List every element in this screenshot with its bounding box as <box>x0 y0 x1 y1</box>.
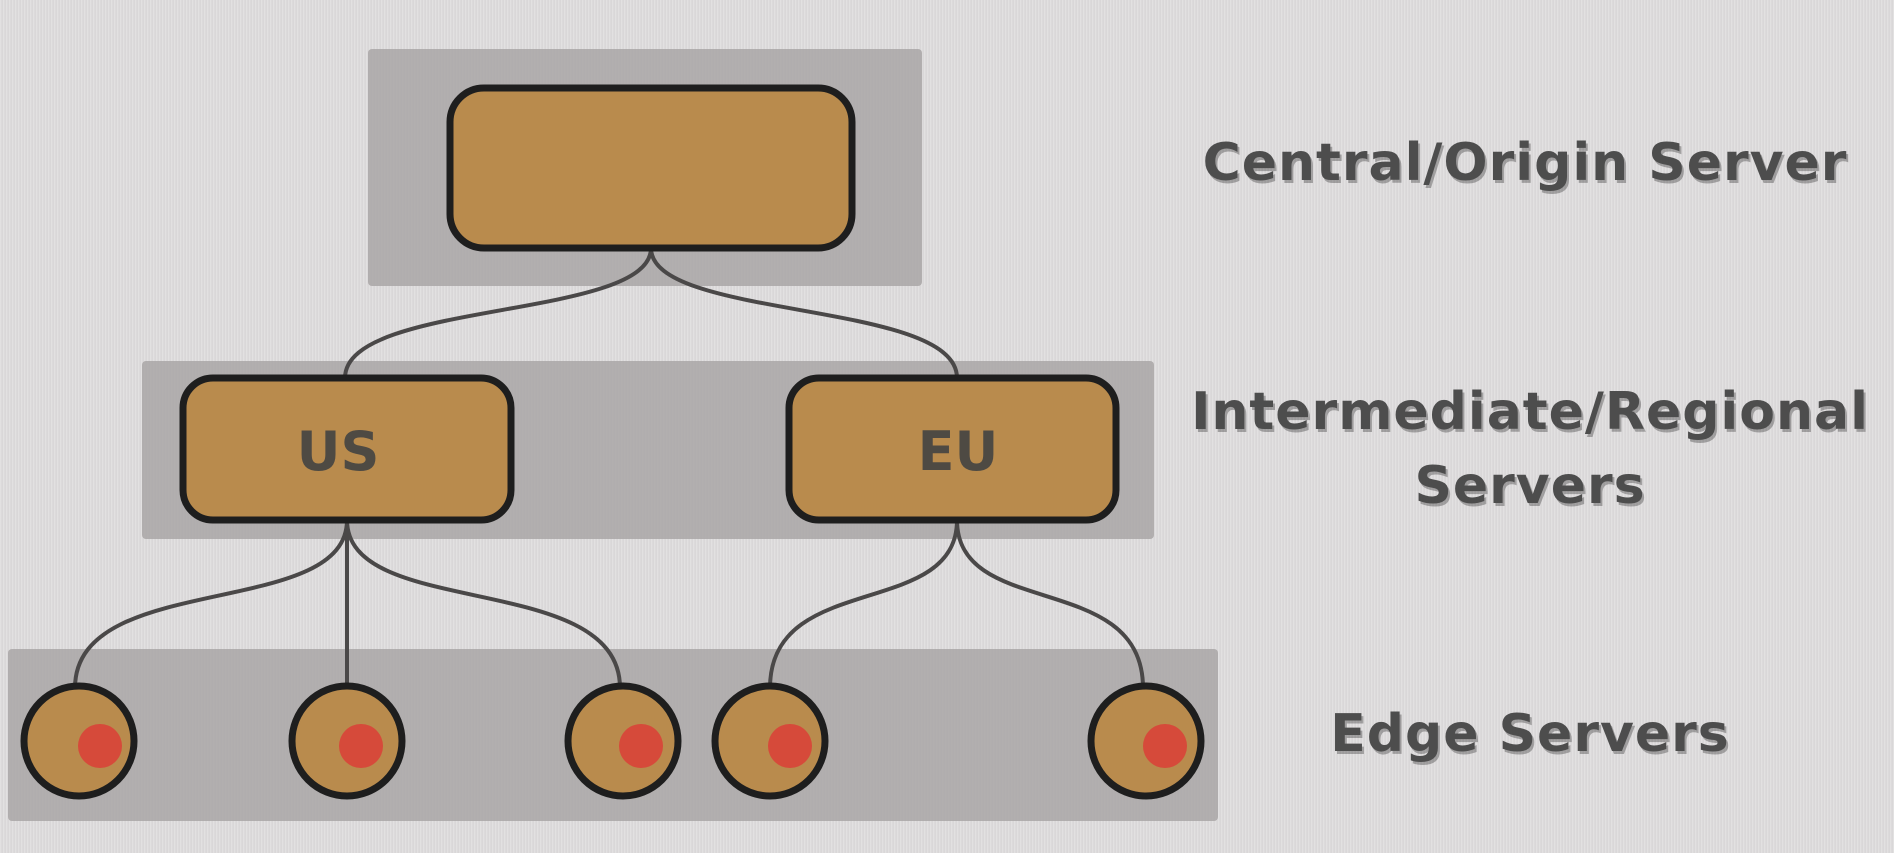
edge-server-node <box>711 682 829 800</box>
origin-server-node <box>446 84 856 252</box>
origin-connectors <box>343 247 959 379</box>
edge-server-node <box>1087 682 1205 800</box>
connector-eu-edge-2 <box>955 519 1145 689</box>
regional-tier-label-line-1: Intermediate/Regional <box>1191 382 1869 442</box>
regional-node-eu-box <box>785 374 1120 524</box>
edge-server-node <box>288 682 406 800</box>
regional-node-us-box <box>179 374 515 524</box>
edge-server-node <box>564 682 682 800</box>
regional-tier-label-line-2: Servers <box>1414 456 1646 516</box>
edge-server-node <box>20 682 138 800</box>
edge-tier-label: Edge Servers <box>1330 704 1730 764</box>
connector-eu-edge-1 <box>768 519 959 689</box>
regional-tier-label: Intermediate/Regional Servers <box>1180 375 1880 523</box>
regional-node-us-label: US <box>297 420 380 483</box>
connector-origin-eu <box>649 247 959 379</box>
connector-us-edge-3 <box>345 519 622 689</box>
regional-node-us: US <box>179 374 515 524</box>
connector-origin-us <box>343 247 653 379</box>
edge-server-dot <box>1143 724 1187 768</box>
edge-server-dot <box>78 724 122 768</box>
edge-server-dot <box>768 724 812 768</box>
connector-us-edge-1 <box>73 519 349 689</box>
edge-server-dot <box>339 724 383 768</box>
edge-server-dot <box>619 724 663 768</box>
regional-node-eu-label: EU <box>918 420 999 483</box>
origin-tier-label: Central/Origin Server <box>1202 133 1848 193</box>
edge-connectors <box>73 519 1145 689</box>
regional-node-eu: EU <box>785 374 1120 524</box>
